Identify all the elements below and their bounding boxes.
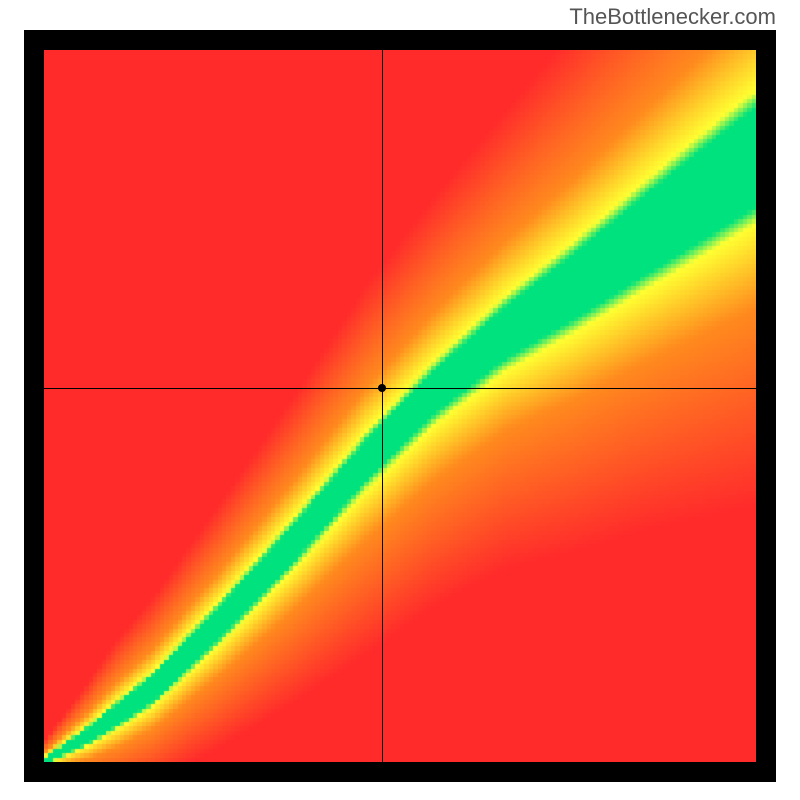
crosshair-horizontal — [44, 388, 756, 389]
crosshair-vertical — [382, 50, 383, 762]
outer-frame — [24, 30, 776, 782]
watermark-text: TheBottlenecker.com — [569, 4, 776, 30]
plot-area — [44, 50, 756, 762]
heatmap-canvas — [44, 50, 756, 762]
